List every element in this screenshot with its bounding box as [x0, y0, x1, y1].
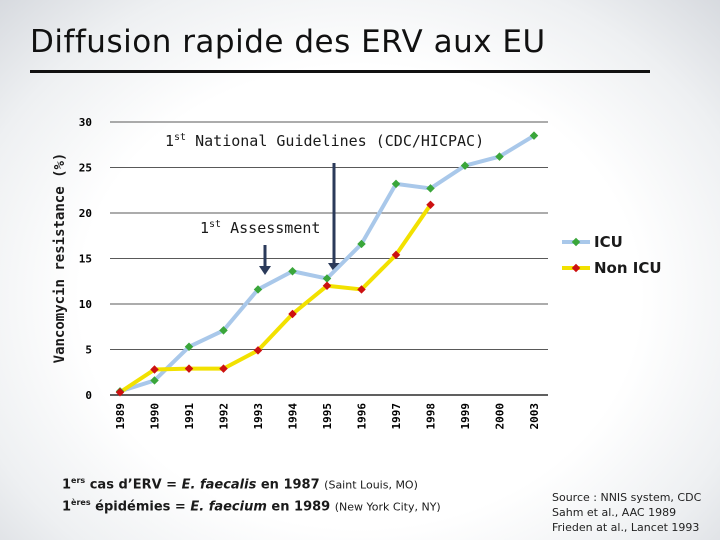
- point-s0-1990: [150, 376, 159, 385]
- x-tick-1989: 1989: [114, 403, 127, 430]
- y-tick-30: 30: [79, 116, 92, 129]
- point-s0-1991: [184, 342, 194, 352]
- point-s1-1989: [115, 388, 125, 397]
- y-tick-10: 10: [79, 298, 92, 311]
- y-tick-labels: 0 5 10 15 20 25 30: [79, 116, 92, 402]
- guidelines-arrow-head: [328, 263, 340, 272]
- source-line-2: Sahm et al., AAC 1989: [552, 506, 677, 519]
- title-underline: [30, 70, 650, 73]
- point-s0-1995: [322, 274, 332, 283]
- legend-swatch-icu: [562, 237, 590, 247]
- note-line-1: 1ers cas d’ERV = E. faecalis en 1987 (Sa…: [62, 476, 418, 493]
- guidelines-ordinal: 1: [165, 132, 175, 150]
- series-lines: [118, 133, 536, 394]
- y-tick-20: 20: [79, 207, 92, 220]
- series-line-1: [118, 203, 433, 394]
- x-tick-1998: 1998: [425, 403, 438, 430]
- point-s1-1998: [426, 200, 435, 210]
- x-tick-1997: 1997: [390, 403, 403, 430]
- assessment-annotation: 1st Assessment: [200, 219, 320, 237]
- x-tick-1994: 1994: [287, 403, 300, 430]
- annotation-arrows: [259, 163, 340, 275]
- x-tick-1992: 1992: [218, 403, 231, 430]
- x-tick-1995: 1995: [321, 403, 334, 430]
- point-s0-1999: [460, 161, 470, 170]
- point-s1-1990: [150, 365, 159, 374]
- point-s0-1998: [426, 184, 435, 193]
- source-line-1: Source : NNIS system, CDC: [552, 491, 702, 504]
- source-citation: Source : NNIS system, CDC Sahm et al., A…: [552, 490, 701, 535]
- legend-label-icu: ICU: [594, 233, 623, 251]
- guidelines-annotation: 1st National Guidelines (CDC/HICPAC): [165, 132, 484, 150]
- point-s0-1996: [357, 239, 366, 249]
- y-tick-25: 25: [79, 162, 92, 175]
- legend-item-icu: ICU: [562, 229, 662, 255]
- point-s1-1995: [322, 281, 332, 291]
- point-s0-1994: [288, 266, 297, 276]
- note-line-2: 1ères épidémies = E. faecium en 1989 (Ne…: [62, 498, 441, 515]
- point-s1-1993: [253, 346, 263, 355]
- point-s1-1997: [391, 250, 401, 260]
- assessment-ordinal: 1: [200, 219, 210, 237]
- point-s0-1997: [391, 179, 401, 189]
- x-tick-1999: 1999: [459, 403, 472, 430]
- y-tick-5: 5: [85, 344, 92, 357]
- gridlines: [110, 121, 548, 396]
- point-s0-1992: [219, 326, 228, 335]
- x-tick-1990: 1990: [149, 403, 162, 430]
- point-s0-2000: [495, 152, 504, 161]
- history-note: 1ers cas d’ERV = E. faecalis en 1987 (Sa…: [62, 472, 441, 517]
- x-tick-2003: 2003: [528, 403, 541, 430]
- y-tick-15: 15: [79, 253, 92, 266]
- assessment-sup: st: [209, 219, 222, 230]
- x-tick-1991: 1991: [183, 403, 196, 430]
- x-tick-1996: 1996: [356, 403, 369, 430]
- legend-item-non-icu: Non ICU: [562, 255, 662, 281]
- guidelines-text: National Guidelines (CDC/HICPAC): [186, 132, 485, 150]
- y-tick-0: 0: [85, 389, 92, 402]
- x-tick-2000: 2000: [494, 403, 507, 430]
- point-s1-1992: [219, 364, 228, 373]
- x-tick-1993: 1993: [252, 403, 265, 430]
- point-s1-1991: [184, 364, 194, 373]
- point-s0-1993: [253, 285, 263, 294]
- slide-title: Diffusion rapide des ERV aux EU: [30, 24, 546, 60]
- y-axis-label: Vancomycin resistance (%): [52, 152, 68, 364]
- assessment-arrow-head: [259, 266, 271, 275]
- point-s1-1996: [357, 285, 366, 294]
- legend-label-non-icu: Non ICU: [594, 259, 662, 277]
- x-tick-labels: 1989 1990 1991 1992 1993 1994 1995 1996 1997 1998…: [114, 403, 541, 430]
- legend-swatch-non-icu: [562, 263, 590, 273]
- assessment-text: Assessment: [221, 219, 321, 237]
- guidelines-sup: st: [174, 132, 187, 143]
- source-line-3: Frieden at al., Lancet 1993: [552, 521, 700, 534]
- series-line-0: [119, 133, 536, 394]
- point-s1-1994: [288, 309, 297, 319]
- legend: ICU Non ICU: [562, 229, 662, 281]
